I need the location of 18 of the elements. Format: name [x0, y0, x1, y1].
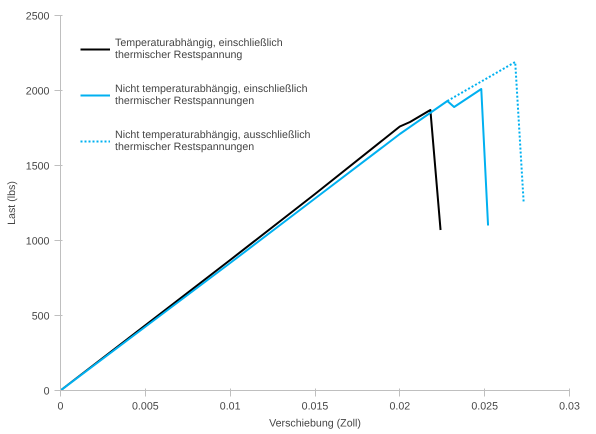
x-tick-label: 0.005 — [132, 400, 159, 412]
y-tick-label: 2000 — [26, 86, 50, 98]
x-axis-title: Verschiebung (Zoll) — [269, 418, 361, 430]
x-tick-label: 0.03 — [559, 400, 580, 412]
y-tick-label: 500 — [32, 310, 50, 322]
x-tick-label: 0.01 — [220, 400, 241, 412]
y-tick-label: 2500 — [26, 10, 50, 22]
x-tick-label: 0.025 — [471, 400, 498, 412]
y-tick-label: 0 — [44, 386, 50, 398]
x-tick-label: 0 — [58, 400, 64, 412]
x-tick-label: 0.02 — [389, 400, 410, 412]
y-tick-label: 1500 — [26, 160, 50, 172]
legend-label: Nicht temperaturabhängig, ausschließlich thermischer Restspannungen — [115, 128, 310, 155]
y-axis-title: Last (lbs) — [6, 181, 18, 225]
legend-label: Nicht temperaturabhängig, einschließlich thermischer Restspannungen — [115, 82, 308, 109]
y-tick-label: 1000 — [26, 236, 50, 248]
legend-label: Temperaturabhängig, einschließlich thermischer Restspannung — [115, 36, 283, 63]
x-tick-label: 0.015 — [302, 400, 328, 412]
